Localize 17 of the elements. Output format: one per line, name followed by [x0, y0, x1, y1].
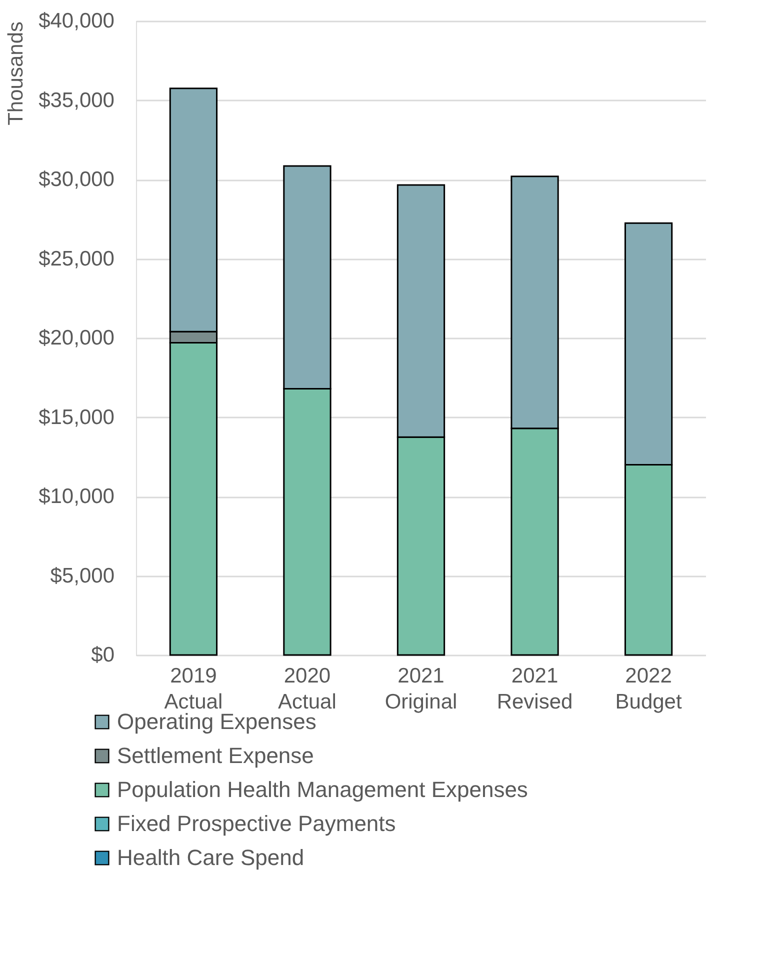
y-tick-label: $5,000 — [50, 564, 114, 588]
legend-label: Fixed Prospective Payments — [117, 811, 396, 836]
legend-label: Health Care Spend — [117, 845, 304, 870]
y-axis-title: Thousands — [4, 22, 28, 126]
x-tick-label: 2022 Budget — [615, 664, 682, 714]
y-tick-label: $30,000 — [38, 168, 114, 191]
y-tick-label: $20,000 — [38, 326, 114, 350]
y-tick-label: $15,000 — [38, 406, 114, 429]
y-tick-label: $25,000 — [38, 247, 114, 270]
y-tick-label: $0 — [91, 644, 114, 666]
y-tick-label: $35,000 — [38, 88, 114, 112]
x-tick-label: 2021 Original — [384, 664, 458, 714]
y-tick-label: $10,000 — [38, 485, 114, 508]
legend-label: Settlement Expense — [117, 743, 314, 768]
legend-label: Population Health Management Expenses — [117, 777, 528, 802]
x-tick-label: 2021 Revised — [496, 664, 573, 714]
y-tick-label: $40,000 — [38, 10, 114, 32]
